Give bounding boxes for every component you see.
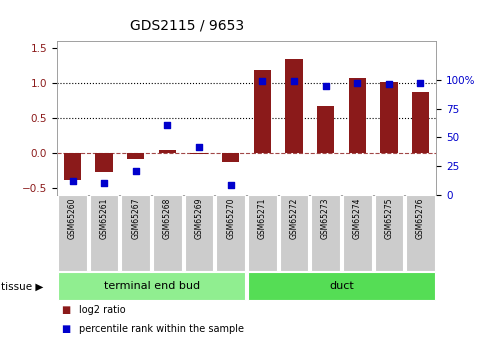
- Text: GSM65267: GSM65267: [131, 197, 141, 239]
- Point: [164, 122, 172, 127]
- Bar: [253, 70, 271, 153]
- Point: [195, 144, 203, 149]
- Text: GSM65268: GSM65268: [163, 197, 172, 239]
- Point: [227, 182, 235, 187]
- Text: GSM65270: GSM65270: [226, 197, 235, 239]
- Bar: [58, 195, 87, 271]
- Bar: [159, 150, 176, 153]
- Text: GSM65271: GSM65271: [258, 197, 267, 239]
- Point: [385, 82, 393, 87]
- Text: ■: ■: [62, 324, 71, 334]
- Text: tissue ▶: tissue ▶: [1, 282, 43, 291]
- Point: [353, 80, 361, 86]
- Bar: [311, 195, 340, 271]
- Point: [69, 178, 76, 184]
- Point: [417, 80, 424, 86]
- Point: [258, 78, 266, 84]
- Text: terminal end bud: terminal end bud: [104, 282, 200, 291]
- Text: ■: ■: [62, 305, 71, 315]
- Bar: [222, 153, 240, 162]
- Text: log2 ratio: log2 ratio: [79, 305, 126, 315]
- Text: duct: duct: [329, 282, 354, 291]
- Bar: [64, 153, 81, 180]
- Point: [100, 181, 108, 186]
- Bar: [349, 78, 366, 153]
- Bar: [58, 273, 245, 300]
- Bar: [280, 195, 308, 271]
- Bar: [185, 195, 213, 271]
- Text: GSM65260: GSM65260: [68, 197, 77, 239]
- Bar: [153, 195, 182, 271]
- Bar: [380, 82, 397, 153]
- Text: GSM65261: GSM65261: [100, 197, 108, 239]
- Bar: [317, 106, 334, 153]
- Bar: [121, 195, 150, 271]
- Text: GSM65269: GSM65269: [195, 197, 204, 239]
- Text: GSM65274: GSM65274: [352, 197, 362, 239]
- Text: percentile rank within the sample: percentile rank within the sample: [79, 324, 244, 334]
- Point: [132, 168, 140, 174]
- Bar: [285, 59, 303, 153]
- Text: GSM65275: GSM65275: [385, 197, 393, 239]
- Text: GSM65272: GSM65272: [289, 197, 298, 239]
- Bar: [375, 195, 403, 271]
- Text: GDS2115 / 9653: GDS2115 / 9653: [130, 19, 245, 33]
- Bar: [248, 273, 435, 300]
- Bar: [127, 153, 144, 159]
- Bar: [96, 153, 113, 172]
- Text: GSM65273: GSM65273: [321, 197, 330, 239]
- Bar: [343, 195, 372, 271]
- Point: [321, 83, 329, 88]
- Bar: [90, 195, 118, 271]
- Bar: [406, 195, 435, 271]
- Bar: [190, 153, 208, 155]
- Bar: [248, 195, 277, 271]
- Text: GSM65276: GSM65276: [416, 197, 425, 239]
- Bar: [412, 92, 429, 153]
- Point: [290, 78, 298, 84]
- Bar: [216, 195, 245, 271]
